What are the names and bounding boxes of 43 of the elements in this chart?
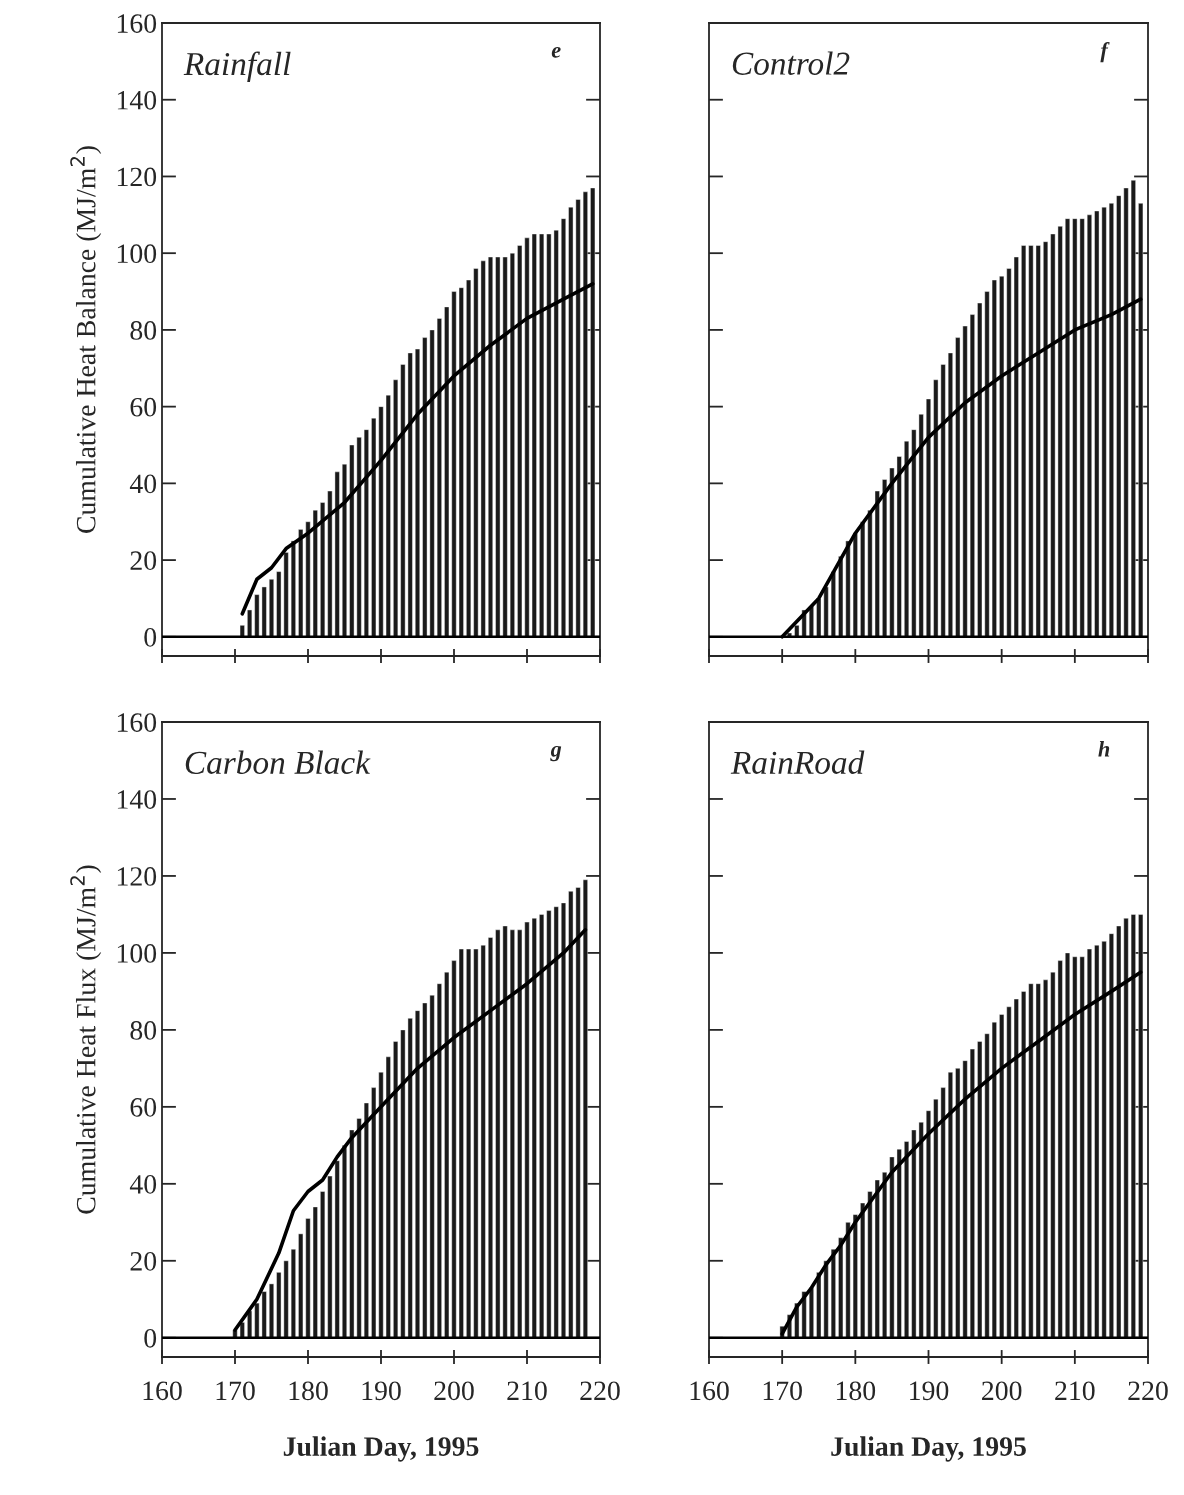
x-axis-title: Julian Day, 1995 <box>831 1436 1026 1462</box>
x-tick-label: 180 <box>836 1381 876 1401</box>
y-tick-label: 120 <box>117 167 157 187</box>
x-tick-label: 210 <box>507 1381 547 1401</box>
text: Control2 <box>732 51 850 75</box>
y-tick-label: 40 <box>129 474 157 494</box>
x-tick-label: 190 <box>910 1381 949 1401</box>
y-tick-label: 140 <box>117 790 157 809</box>
y-tick-label: 60 <box>130 1098 157 1117</box>
annotation: g <box>550 746 562 762</box>
y-tick-label: 0 <box>144 627 157 647</box>
x-tick-label: 220 <box>1128 1381 1168 1401</box>
y-tick-label: 100 <box>117 244 157 264</box>
y-tick-label: 80 <box>130 1021 157 1040</box>
text: Rainfall <box>183 51 291 83</box>
x-tick-label: 190 <box>362 1381 401 1401</box>
x-tick-label: 180 <box>289 1381 328 1401</box>
y-tick-label: 80 <box>130 321 157 340</box>
y-axis-title: Cumulative Heat Balance (MJ/m$^{2}$) <box>70 146 102 533</box>
x-tick-label: 170 <box>763 1381 802 1401</box>
text: RainRoad <box>730 750 865 775</box>
y-tick-label: 100 <box>117 944 157 963</box>
y-tick-label: 20 <box>130 551 157 570</box>
annotation: f <box>1100 41 1110 63</box>
x-tick-label: 200 <box>434 1381 474 1401</box>
x-tick-label: 170 <box>216 1381 255 1401</box>
y-tick-label: 60 <box>130 397 157 417</box>
y-axis-title: Cumulative Heat Flux (MJ/m$^{2}$) <box>70 865 102 1214</box>
y-tick-label: 20 <box>130 1251 157 1271</box>
y-tick-label: 140 <box>117 90 157 110</box>
y-tick-label: 40 <box>129 1174 157 1194</box>
y-tick-label: 160 <box>117 713 157 732</box>
annotation: e <box>551 46 561 58</box>
x-tick-label: 220 <box>580 1381 620 1401</box>
y-tick-label: 160 <box>117 14 157 33</box>
x-tick-label: 210 <box>1055 1381 1095 1401</box>
y-tick-label: 120 <box>117 867 157 886</box>
text: Carbon Black <box>185 750 371 775</box>
x-axis-title: Julian Day, 1995 <box>283 1436 479 1462</box>
y-tick-label: 0 <box>144 1328 157 1348</box>
x-tick-label: 200 <box>982 1381 1022 1401</box>
x-tick-label: 160 <box>690 1381 729 1401</box>
annotation: h <box>1098 741 1110 757</box>
